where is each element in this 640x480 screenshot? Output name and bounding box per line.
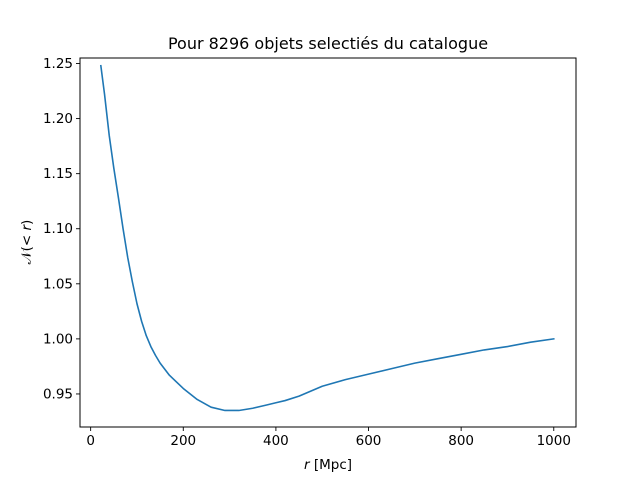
axes-frame — [79, 57, 577, 428]
y-tick-label: 1.10 — [43, 221, 73, 237]
y-tick-label: 1.05 — [43, 276, 73, 292]
chart-title: Pour 8296 objets selectiés du catalogue — [168, 34, 488, 53]
y-axis-label-prefix: 𝒩(< — [19, 231, 35, 265]
x-tick-label: 400 — [263, 433, 289, 449]
x-axis-label-unit: [Mpc] — [310, 457, 352, 473]
plot-area — [99, 64, 555, 412]
x-tick-label: 600 — [356, 433, 382, 449]
x-tick-label: 800 — [448, 433, 474, 449]
series-line-0 — [99, 64, 555, 412]
x-axis-ticks: 0 200 400 600 800 1000 — [86, 427, 571, 449]
y-axis-ticks: 0.95 1.00 1.05 1.10 1.15 1.20 1.25 — [43, 56, 80, 402]
y-axis-label-suffix: ) — [19, 220, 35, 225]
x-tick-label: 0 — [86, 433, 95, 449]
y-tick-label: 1.20 — [43, 111, 73, 127]
y-tick-label: 1.15 — [43, 166, 73, 182]
y-tick-label: 1.25 — [43, 56, 73, 72]
x-axis-label: r [Mpc] — [304, 457, 352, 473]
x-tick-label: 1000 — [537, 433, 571, 449]
y-axis-label-variable: r — [19, 224, 35, 231]
x-tick-label: 200 — [170, 433, 196, 449]
y-tick-label: 1.00 — [43, 331, 73, 347]
y-axis-label: 𝒩(< r) — [19, 220, 35, 265]
x-axis-label-variable: r — [304, 457, 311, 473]
y-tick-label: 0.95 — [43, 386, 73, 402]
